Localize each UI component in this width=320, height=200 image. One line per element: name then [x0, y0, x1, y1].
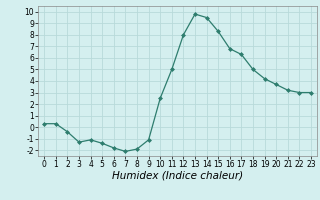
X-axis label: Humidex (Indice chaleur): Humidex (Indice chaleur)	[112, 171, 243, 181]
